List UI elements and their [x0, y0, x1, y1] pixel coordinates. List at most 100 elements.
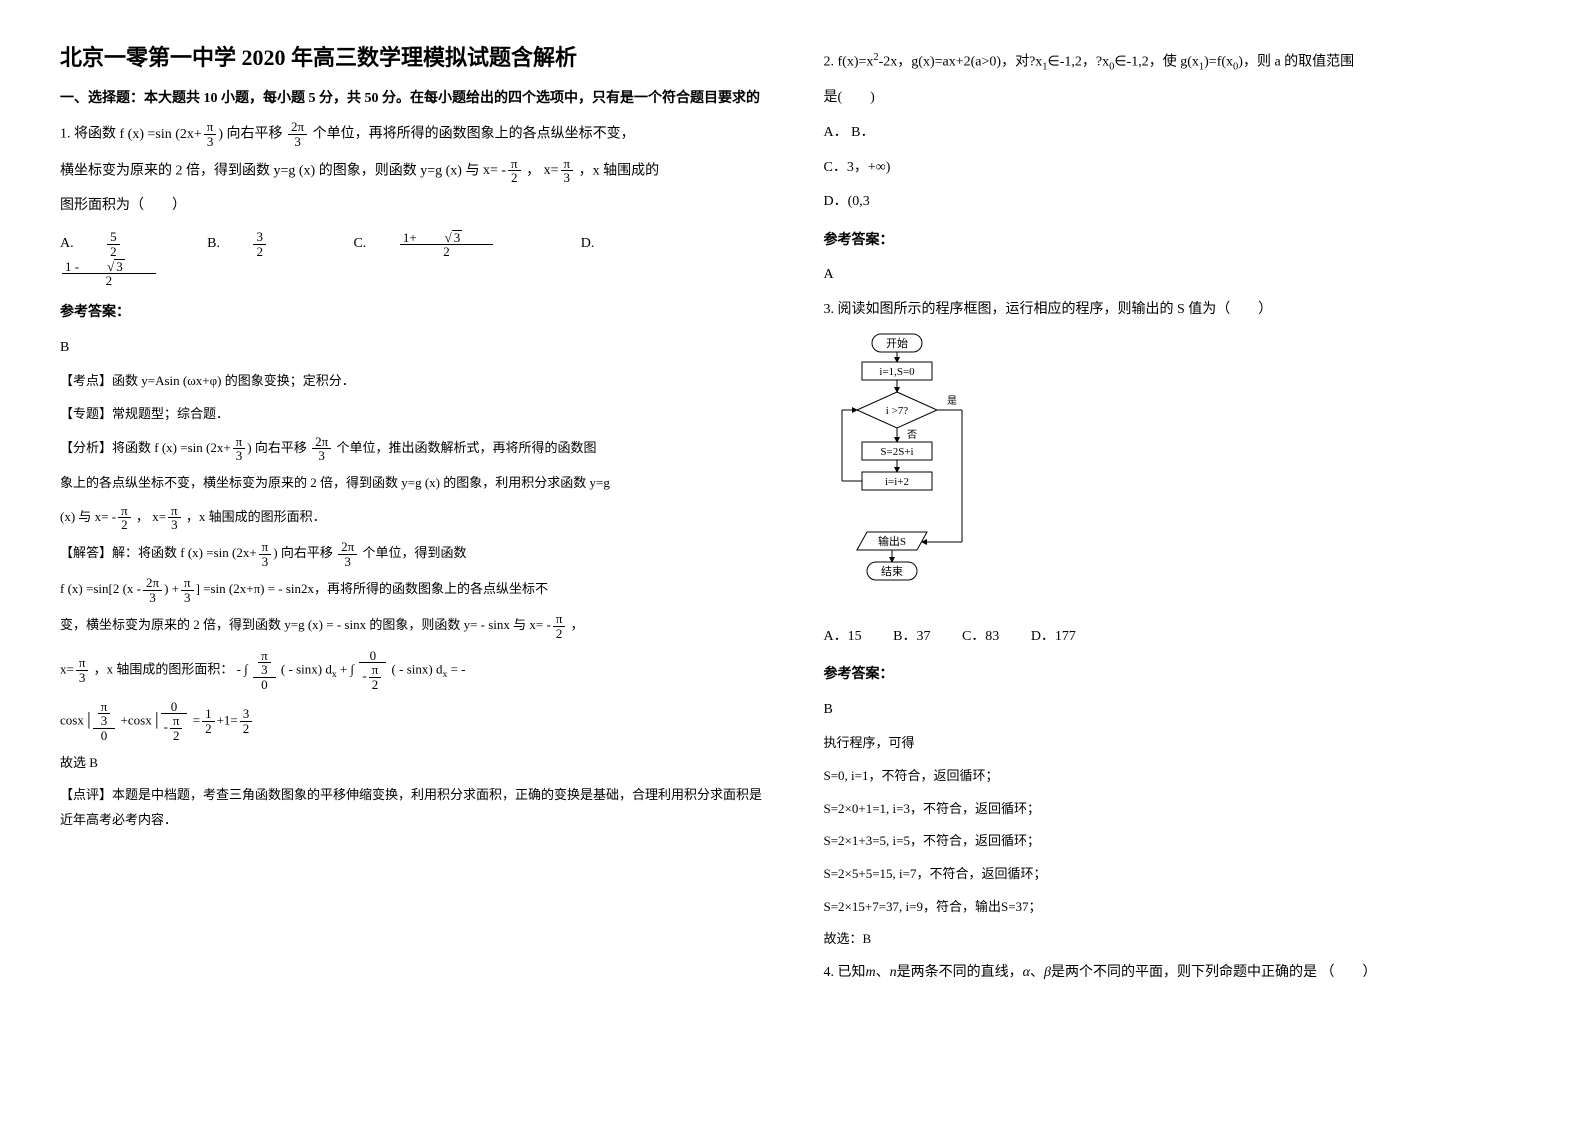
eval-lim-2: 0-π2	[161, 700, 188, 743]
text: 【解答】解：将函数	[60, 545, 177, 560]
text: 个单位，得到函数	[362, 545, 466, 560]
lhs: x= -	[529, 618, 550, 633]
d: 3	[258, 663, 271, 677]
den: -π2	[161, 714, 188, 742]
neg: -	[164, 719, 168, 734]
frac-3-2: 32	[253, 230, 294, 258]
int-limits-2: 0 -π2	[359, 649, 386, 692]
num: 2π	[312, 435, 331, 450]
fx-pre: f (x) =sin (2x+	[180, 545, 256, 560]
q1-text: ，	[526, 163, 540, 178]
q3-stem: 3. 阅读如图所示的程序框图，运行相应的程序，则输出的 S 值为（ ）	[824, 297, 1528, 324]
den: 0	[253, 678, 276, 692]
expr-x-pi3: x=π3	[544, 163, 579, 178]
frac-pi-3: π3	[561, 157, 574, 185]
eval-lim: π30	[93, 700, 116, 743]
text: 【分析】将函数	[60, 440, 151, 455]
d: 2	[369, 678, 382, 692]
section-heading: 一、选择题：本大题共 10 小题，每小题 5 分，共 50 分。在每小题给出的四…	[60, 88, 764, 110]
q1-guxuan: 故选 B	[60, 751, 764, 776]
num: 0	[161, 700, 188, 715]
opt-label: C.	[353, 236, 366, 251]
den: 3	[143, 591, 162, 605]
text: ) +	[164, 581, 179, 596]
fx-tail: )	[218, 127, 223, 142]
lhs: x=	[544, 163, 559, 178]
n: π	[170, 714, 183, 729]
fx-pre: f (x) =sin (2x+	[154, 440, 230, 455]
q3-guxuan: 故选：B	[824, 927, 1528, 952]
flow-istep: i=i+2	[884, 476, 908, 488]
text: =	[193, 712, 200, 727]
n: π	[258, 649, 271, 664]
fx-pre: f (x) =sin (2x+	[120, 127, 202, 142]
frac-pi-3: π3	[233, 435, 246, 463]
frac-pi-3: π3	[76, 656, 89, 684]
lhs: x=	[60, 661, 74, 676]
den: 3	[204, 135, 217, 149]
flow-init: i=1,S=0	[879, 366, 915, 378]
text: ( - sinx) d	[281, 661, 332, 676]
page-title: 北京一零第一中学 2020 年高三数学理模拟试题含解析	[60, 40, 764, 72]
opt-label: A.	[60, 236, 74, 251]
num: 2π	[288, 120, 307, 135]
var-m: m	[866, 965, 876, 980]
q3-step: S=0, i=1，不符合，返回循环；	[824, 764, 1528, 789]
lhs: x=	[152, 509, 166, 524]
q2-opt-c: C．3，+∞)	[824, 155, 1528, 182]
den: 3	[561, 171, 574, 185]
text: ，x 轴围成的图形面积： -	[94, 661, 241, 676]
q2-opt-d: D．(0,3	[824, 189, 1528, 216]
num: π	[118, 504, 131, 519]
text: ，x 轴围成的图形面积．	[186, 509, 326, 524]
opt-a: A．15	[824, 629, 862, 644]
num: π3	[93, 700, 116, 729]
num: π	[168, 504, 181, 519]
text: (x) 与	[60, 509, 91, 524]
text: ∈-1,2，?x	[1048, 55, 1110, 70]
frac-2pi-3: 2π3	[338, 540, 357, 568]
num: π	[508, 157, 521, 172]
text: +cosx	[121, 712, 152, 727]
text: ，	[136, 509, 149, 524]
answer-label: 参考答案：	[824, 662, 1528, 689]
text: -2x，g(x)=ax+2(a>0)，对?x	[879, 55, 1043, 70]
text: 、	[876, 965, 890, 980]
q1-options: A. 52 B. 32 C. 1+√3 2 D. 1 -√3 2	[60, 230, 764, 289]
den: 3	[168, 518, 181, 532]
num: 2π	[143, 576, 162, 591]
integral-icon: ∫	[244, 661, 248, 676]
frac-2pi-3: 2π3	[312, 435, 331, 463]
text: 是两条不同的直线，	[897, 965, 1023, 980]
text: ，	[571, 618, 584, 633]
q2-opt-ab: A． B．	[824, 120, 1528, 147]
text: f (x) =sin[2 (x -	[60, 581, 141, 596]
q3-options: A．15 B．37 C．83 D．177	[824, 624, 1528, 651]
q1-text: 个单位，再将所得的函数图象上的各点纵坐标不变，	[313, 127, 635, 142]
num: π	[259, 540, 272, 555]
var-alpha: α	[1023, 965, 1030, 980]
q1-fenxi-1: 【分析】将函数 f (x) =sin (2x+π3) 向右平移 2π3 个单位，…	[60, 435, 764, 463]
num: 1	[202, 707, 215, 722]
text: )=f(x	[1204, 55, 1233, 70]
flow-yes: 是	[947, 395, 957, 407]
sqrt3: 3	[452, 230, 463, 245]
q2-stem-line2: 是( )	[824, 85, 1528, 112]
num: 1+√3	[400, 230, 493, 246]
opt-b: B．37	[893, 629, 930, 644]
frac-pi-3: π3	[181, 576, 194, 604]
den: 3	[76, 671, 89, 685]
num: π	[233, 435, 246, 450]
flowchart: 开始 i=1,S=0 i >7? 是 否 S=2S+i	[832, 332, 1528, 612]
sub-x: x	[442, 669, 447, 680]
den: 2	[107, 245, 120, 259]
q1-jieda-3: 变，横坐标变为原来的 2 倍，得到函数 y=g (x) = - sinx 的图象…	[60, 612, 764, 640]
q1-stem-line2: 横坐标变为原来的 2 倍，得到函数 y=g (x) 的图象，则函数 y=g (x…	[60, 157, 764, 185]
q3-step: S=2×15+7=37, i=9，符合，输出S=37；	[824, 895, 1528, 920]
den: 2	[202, 722, 215, 736]
sqrt3: 3	[114, 259, 125, 274]
q1-zhuanti: 【专题】常规题型；综合题．	[60, 402, 764, 427]
num: π	[181, 576, 194, 591]
fx-tail: )	[273, 545, 277, 560]
frac-pi-3: π3	[259, 540, 272, 568]
